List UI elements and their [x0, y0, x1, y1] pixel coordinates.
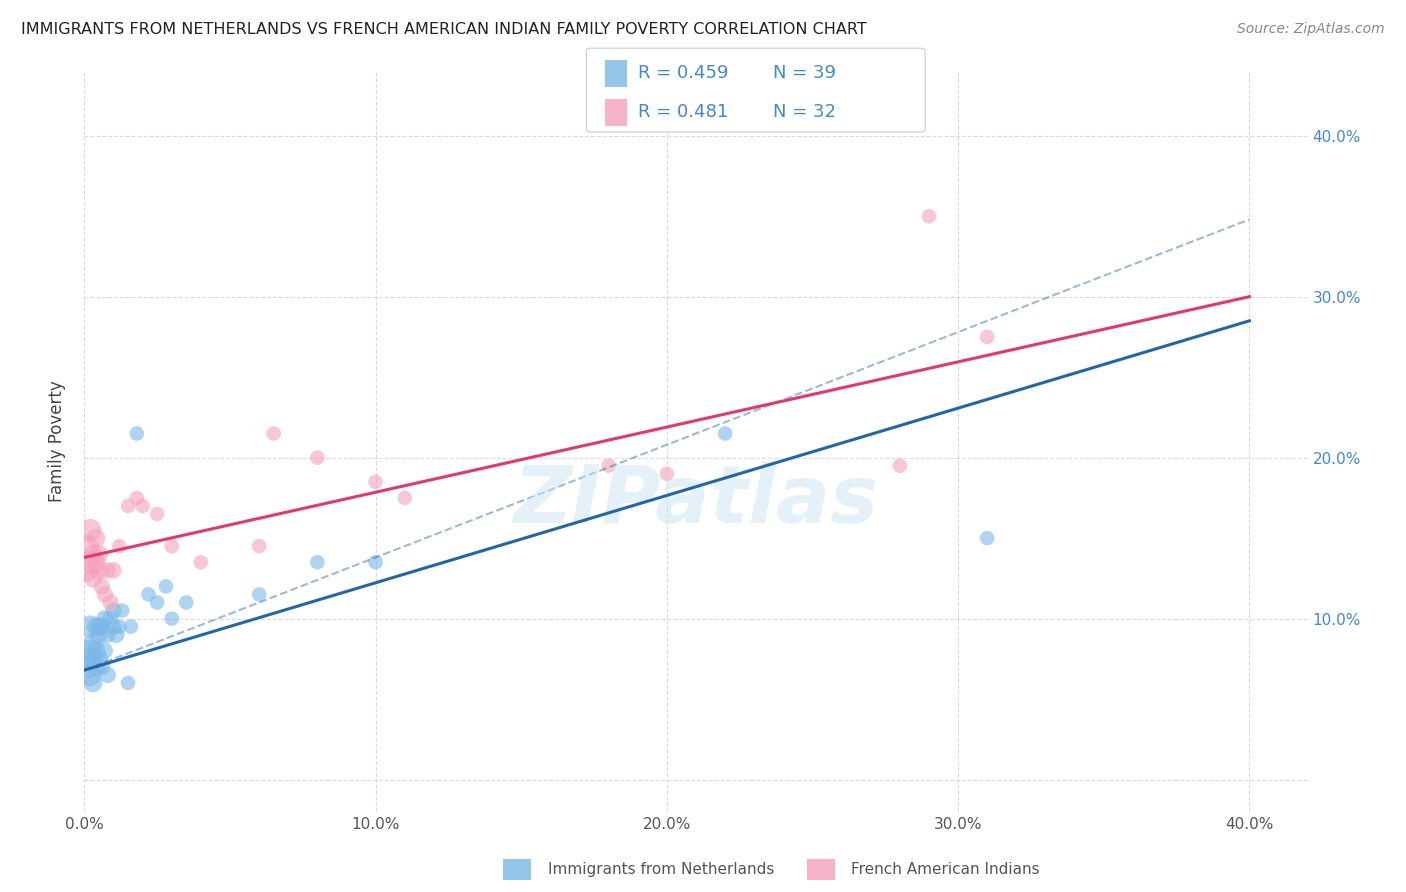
- Point: [82, 547, 104, 561]
- Point: [108, 539, 131, 553]
- Point: [247, 587, 270, 601]
- Point: [79, 619, 101, 633]
- Point: [100, 595, 122, 609]
- Point: [87, 628, 110, 642]
- Point: [82, 571, 104, 585]
- Point: [87, 619, 110, 633]
- Text: N = 32: N = 32: [773, 103, 837, 121]
- Point: [394, 491, 416, 505]
- Point: [364, 475, 387, 489]
- Text: R = 0.459: R = 0.459: [638, 64, 728, 82]
- Text: ZIPatlas: ZIPatlas: [513, 462, 879, 540]
- Point: [976, 330, 998, 344]
- Point: [82, 636, 104, 650]
- Point: [90, 619, 112, 633]
- Point: [307, 555, 329, 569]
- Y-axis label: Family Poverty: Family Poverty: [48, 381, 66, 502]
- Point: [90, 660, 112, 674]
- Point: [76, 563, 98, 577]
- Point: [918, 209, 941, 223]
- Point: [108, 619, 131, 633]
- Point: [655, 467, 678, 481]
- Point: [146, 507, 169, 521]
- Point: [79, 523, 101, 537]
- Point: [82, 676, 104, 690]
- Point: [84, 555, 107, 569]
- Point: [247, 539, 270, 553]
- Point: [103, 619, 125, 633]
- Point: [160, 611, 183, 625]
- Point: [76, 660, 98, 674]
- Point: [84, 619, 107, 633]
- Point: [79, 668, 101, 682]
- Point: [714, 426, 737, 441]
- Point: [976, 531, 998, 545]
- Point: [138, 587, 160, 601]
- Point: [97, 628, 120, 642]
- Point: [97, 668, 120, 682]
- Point: [79, 555, 101, 569]
- Text: Immigrants from Netherlands: Immigrants from Netherlands: [548, 863, 775, 877]
- Point: [125, 426, 148, 441]
- Point: [117, 499, 139, 513]
- Point: [84, 660, 107, 674]
- Point: [117, 676, 139, 690]
- Point: [155, 579, 177, 593]
- Point: [263, 426, 285, 441]
- Point: [84, 644, 107, 658]
- Point: [103, 603, 125, 617]
- Point: [100, 611, 122, 625]
- Point: [125, 491, 148, 505]
- Point: [146, 595, 169, 609]
- Point: [131, 499, 153, 513]
- Point: [174, 595, 197, 609]
- Text: N = 39: N = 39: [773, 64, 837, 82]
- Point: [103, 563, 125, 577]
- Point: [82, 652, 104, 666]
- Point: [105, 628, 128, 642]
- Point: [120, 619, 142, 633]
- Point: [364, 555, 387, 569]
- Point: [598, 458, 620, 473]
- Text: IMMIGRANTS FROM NETHERLANDS VS FRENCH AMERICAN INDIAN FAMILY POVERTY CORRELATION: IMMIGRANTS FROM NETHERLANDS VS FRENCH AM…: [21, 22, 868, 37]
- Point: [87, 563, 110, 577]
- Point: [307, 450, 329, 465]
- Point: [160, 539, 183, 553]
- Point: [90, 579, 112, 593]
- Text: R = 0.481: R = 0.481: [638, 103, 728, 121]
- Point: [111, 603, 134, 617]
- Point: [79, 644, 101, 658]
- Text: French American Indians: French American Indians: [851, 863, 1039, 877]
- Point: [93, 644, 115, 658]
- Point: [97, 563, 120, 577]
- Point: [87, 652, 110, 666]
- Point: [84, 531, 107, 545]
- Point: [93, 587, 115, 601]
- Point: [76, 652, 98, 666]
- Point: [93, 611, 115, 625]
- Point: [87, 547, 110, 561]
- Point: [889, 458, 911, 473]
- Text: Source: ZipAtlas.com: Source: ZipAtlas.com: [1237, 22, 1385, 37]
- Point: [190, 555, 212, 569]
- Point: [76, 539, 98, 553]
